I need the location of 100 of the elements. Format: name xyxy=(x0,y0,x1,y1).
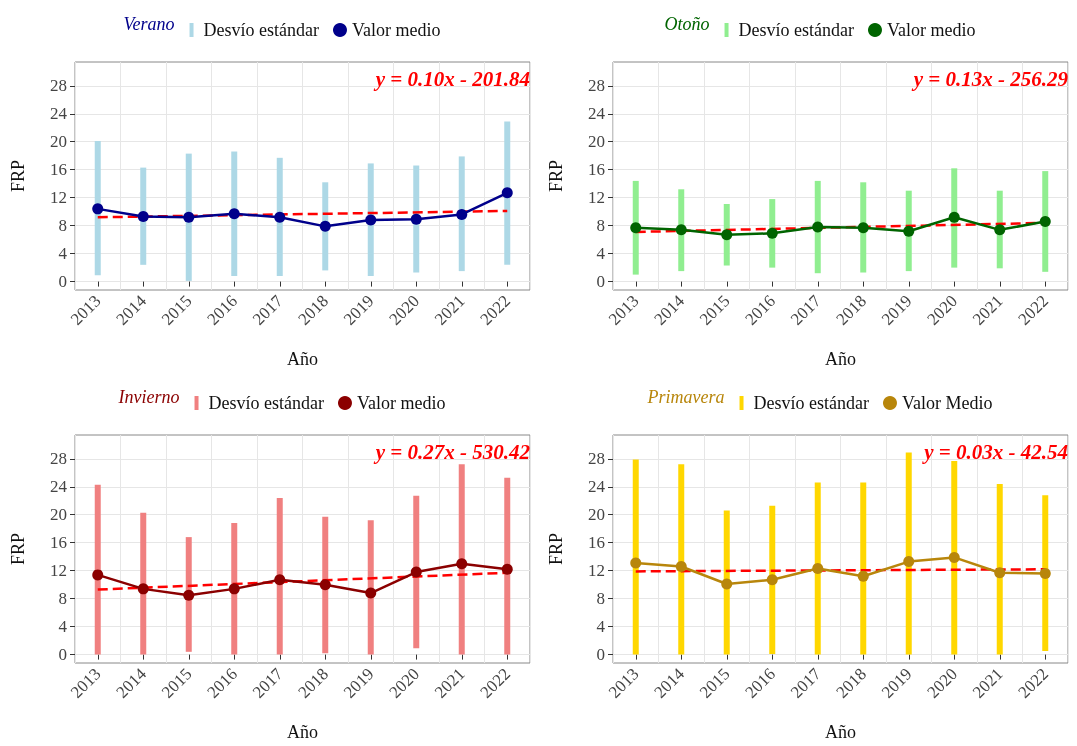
y-tick-label: 24 xyxy=(50,104,68,124)
y-axis-title: FRP xyxy=(546,159,566,193)
legend-label: Desvío estándar xyxy=(208,393,324,413)
y-axis-title: FRP xyxy=(8,532,28,566)
point xyxy=(137,583,149,595)
point xyxy=(766,574,778,586)
x-axis-title: Año xyxy=(287,349,318,369)
point xyxy=(410,566,422,578)
point xyxy=(994,567,1006,579)
legend-label: Desvío estándar xyxy=(753,393,869,413)
y-tick-label: 24 xyxy=(50,477,68,497)
y-tick-label: 28 xyxy=(50,449,67,469)
legend-label: Desvío estándar xyxy=(203,20,319,40)
y-tick-label: 28 xyxy=(588,449,605,469)
y-tick-label: 8 xyxy=(58,589,67,609)
y-tick-label: 28 xyxy=(50,76,67,96)
bar xyxy=(905,452,912,655)
point xyxy=(501,187,513,199)
legend-label: Desvío estándar xyxy=(738,20,854,40)
point xyxy=(274,211,286,223)
bar xyxy=(185,153,192,281)
point xyxy=(675,224,687,236)
y-tick-label: 24 xyxy=(588,104,606,124)
y-tick-label: 12 xyxy=(50,561,67,581)
point xyxy=(903,225,915,237)
legend-label: Valor medio xyxy=(886,20,976,40)
point xyxy=(630,222,642,234)
point xyxy=(501,563,513,575)
point xyxy=(721,229,733,241)
y-tick-label: 0 xyxy=(596,645,605,665)
y-tick-label: 16 xyxy=(50,160,67,180)
point xyxy=(228,208,240,220)
bar xyxy=(231,523,238,655)
point xyxy=(1039,215,1051,227)
point xyxy=(365,587,377,599)
legend-title: Otoño xyxy=(664,14,710,34)
y-tick-label: 20 xyxy=(50,132,67,152)
y-tick-label: 12 xyxy=(588,561,605,581)
y-tick-label: 16 xyxy=(50,533,67,553)
point xyxy=(92,569,104,581)
point xyxy=(365,214,377,226)
point xyxy=(675,560,687,572)
legend-title: Verano xyxy=(123,14,175,34)
point xyxy=(183,589,195,601)
y-tick-label: 4 xyxy=(596,617,606,637)
y-tick-label: 16 xyxy=(588,533,605,553)
bar xyxy=(632,459,639,655)
point xyxy=(766,227,778,239)
bar xyxy=(504,121,511,265)
bar xyxy=(996,483,1003,655)
point xyxy=(721,578,733,590)
bar xyxy=(94,484,101,655)
legend-label: Valor Medio xyxy=(901,393,993,413)
y-tick-label: 20 xyxy=(50,505,67,525)
y-tick-label: 12 xyxy=(588,188,605,208)
y-tick-label: 20 xyxy=(588,505,605,525)
annotation: y = 0.10x - 201.84 xyxy=(372,66,530,91)
bar xyxy=(769,505,776,654)
bar xyxy=(678,464,685,655)
bar xyxy=(723,510,730,655)
point xyxy=(812,221,824,233)
bar xyxy=(367,520,374,655)
x-axis-title: Año xyxy=(825,722,856,742)
y-tick-label: 0 xyxy=(58,272,67,292)
point xyxy=(92,203,104,215)
y-tick-label: 28 xyxy=(588,76,605,96)
bar xyxy=(458,156,465,272)
point xyxy=(948,211,960,223)
point xyxy=(456,558,468,570)
bar xyxy=(140,512,147,655)
bar xyxy=(276,157,283,277)
point xyxy=(994,224,1006,236)
bar xyxy=(322,516,329,654)
point xyxy=(456,208,468,220)
y-tick-label: 4 xyxy=(58,617,68,637)
bar xyxy=(94,141,101,276)
legend-label: Valor medio xyxy=(356,393,446,413)
point xyxy=(903,556,915,568)
point xyxy=(630,557,642,569)
y-tick-label: 4 xyxy=(58,244,68,264)
point xyxy=(410,213,422,225)
bar xyxy=(276,497,283,655)
bar xyxy=(814,482,821,655)
bar xyxy=(413,495,420,649)
point xyxy=(319,220,331,232)
y-axis-title: FRP xyxy=(8,159,28,193)
y-tick-label: 8 xyxy=(596,216,605,236)
point xyxy=(857,222,869,234)
point xyxy=(319,579,331,591)
point xyxy=(1039,567,1051,579)
y-tick-label: 0 xyxy=(58,645,67,665)
bar xyxy=(860,482,867,655)
point xyxy=(183,211,195,223)
y-tick-label: 8 xyxy=(58,216,67,236)
point xyxy=(228,583,240,595)
x-axis-title: Año xyxy=(287,722,318,742)
point xyxy=(137,211,149,223)
y-tick-label: 16 xyxy=(588,160,605,180)
x-axis-title: Año xyxy=(825,349,856,369)
y-tick-label: 8 xyxy=(596,589,605,609)
